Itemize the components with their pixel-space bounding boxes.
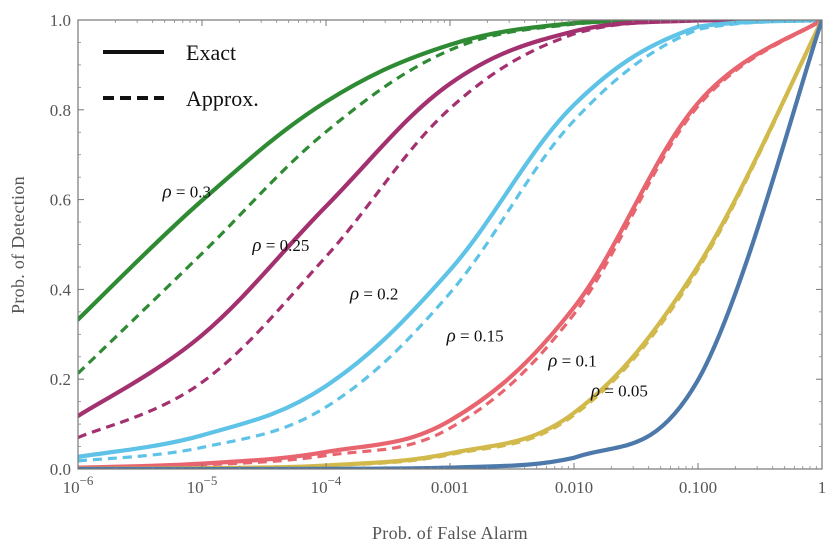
approx-curve-rho-0.3 xyxy=(78,20,822,375)
y-tick-label: 1.0 xyxy=(50,11,71,30)
curve-labels: ρ = 0.3 ρ = 0.25 ρ = 0.2 ρ = 0.15 ρ = 0.1 ρ =… xyxy=(161,181,647,401)
x-axis-title: Prob. of False Alarm xyxy=(372,523,528,543)
exact-curve-rho-0.15 xyxy=(78,20,822,469)
x-tick-label: 0.010 xyxy=(555,478,593,497)
y-axis-title: Prob. of Detection xyxy=(8,176,28,314)
y-tick-label: 0.4 xyxy=(50,280,72,299)
legend-label-exact: Exact xyxy=(186,40,236,65)
approx-curve-rho-0.25 xyxy=(78,20,822,440)
curve-label-rho-0.05: ρ = 0.05 xyxy=(590,380,648,401)
curve-label-rho-0.3: ρ = 0.3 xyxy=(161,181,210,202)
legend-label-approx: Approx. xyxy=(186,86,259,111)
exact-curve-rho-0.2 xyxy=(78,20,822,459)
x-tick-label: 10−5 xyxy=(187,473,218,497)
curve-label-rho-0.1: ρ = 0.1 xyxy=(547,351,596,372)
x-tick-label: 0.001 xyxy=(431,478,469,497)
curve-label-rho-0.2: ρ = 0.2 xyxy=(349,283,398,304)
legend: Exact Approx. xyxy=(103,40,259,111)
approx-curve-rho-0.2 xyxy=(78,20,822,463)
y-tick-label: 0.8 xyxy=(50,101,71,120)
axis-ticks: 10−6 10−5 10−4 0.001 0.010 0.100 1 0.0 0.2 0.4 0.6… xyxy=(50,11,827,497)
y-tick-label: 0.0 xyxy=(50,460,71,479)
y-tick-label: 0.2 xyxy=(50,370,71,389)
x-tick-label: 10−4 xyxy=(311,473,342,497)
x-tick-label: 0.100 xyxy=(679,478,717,497)
x-tick-label: 1 xyxy=(818,478,827,497)
curve-label-rho-0.15: ρ = 0.15 xyxy=(446,325,504,346)
y-tick-label: 0.6 xyxy=(50,191,71,210)
x-tick-label: 10−6 xyxy=(63,473,94,497)
curve-label-rho-0.25: ρ = 0.25 xyxy=(251,235,309,256)
